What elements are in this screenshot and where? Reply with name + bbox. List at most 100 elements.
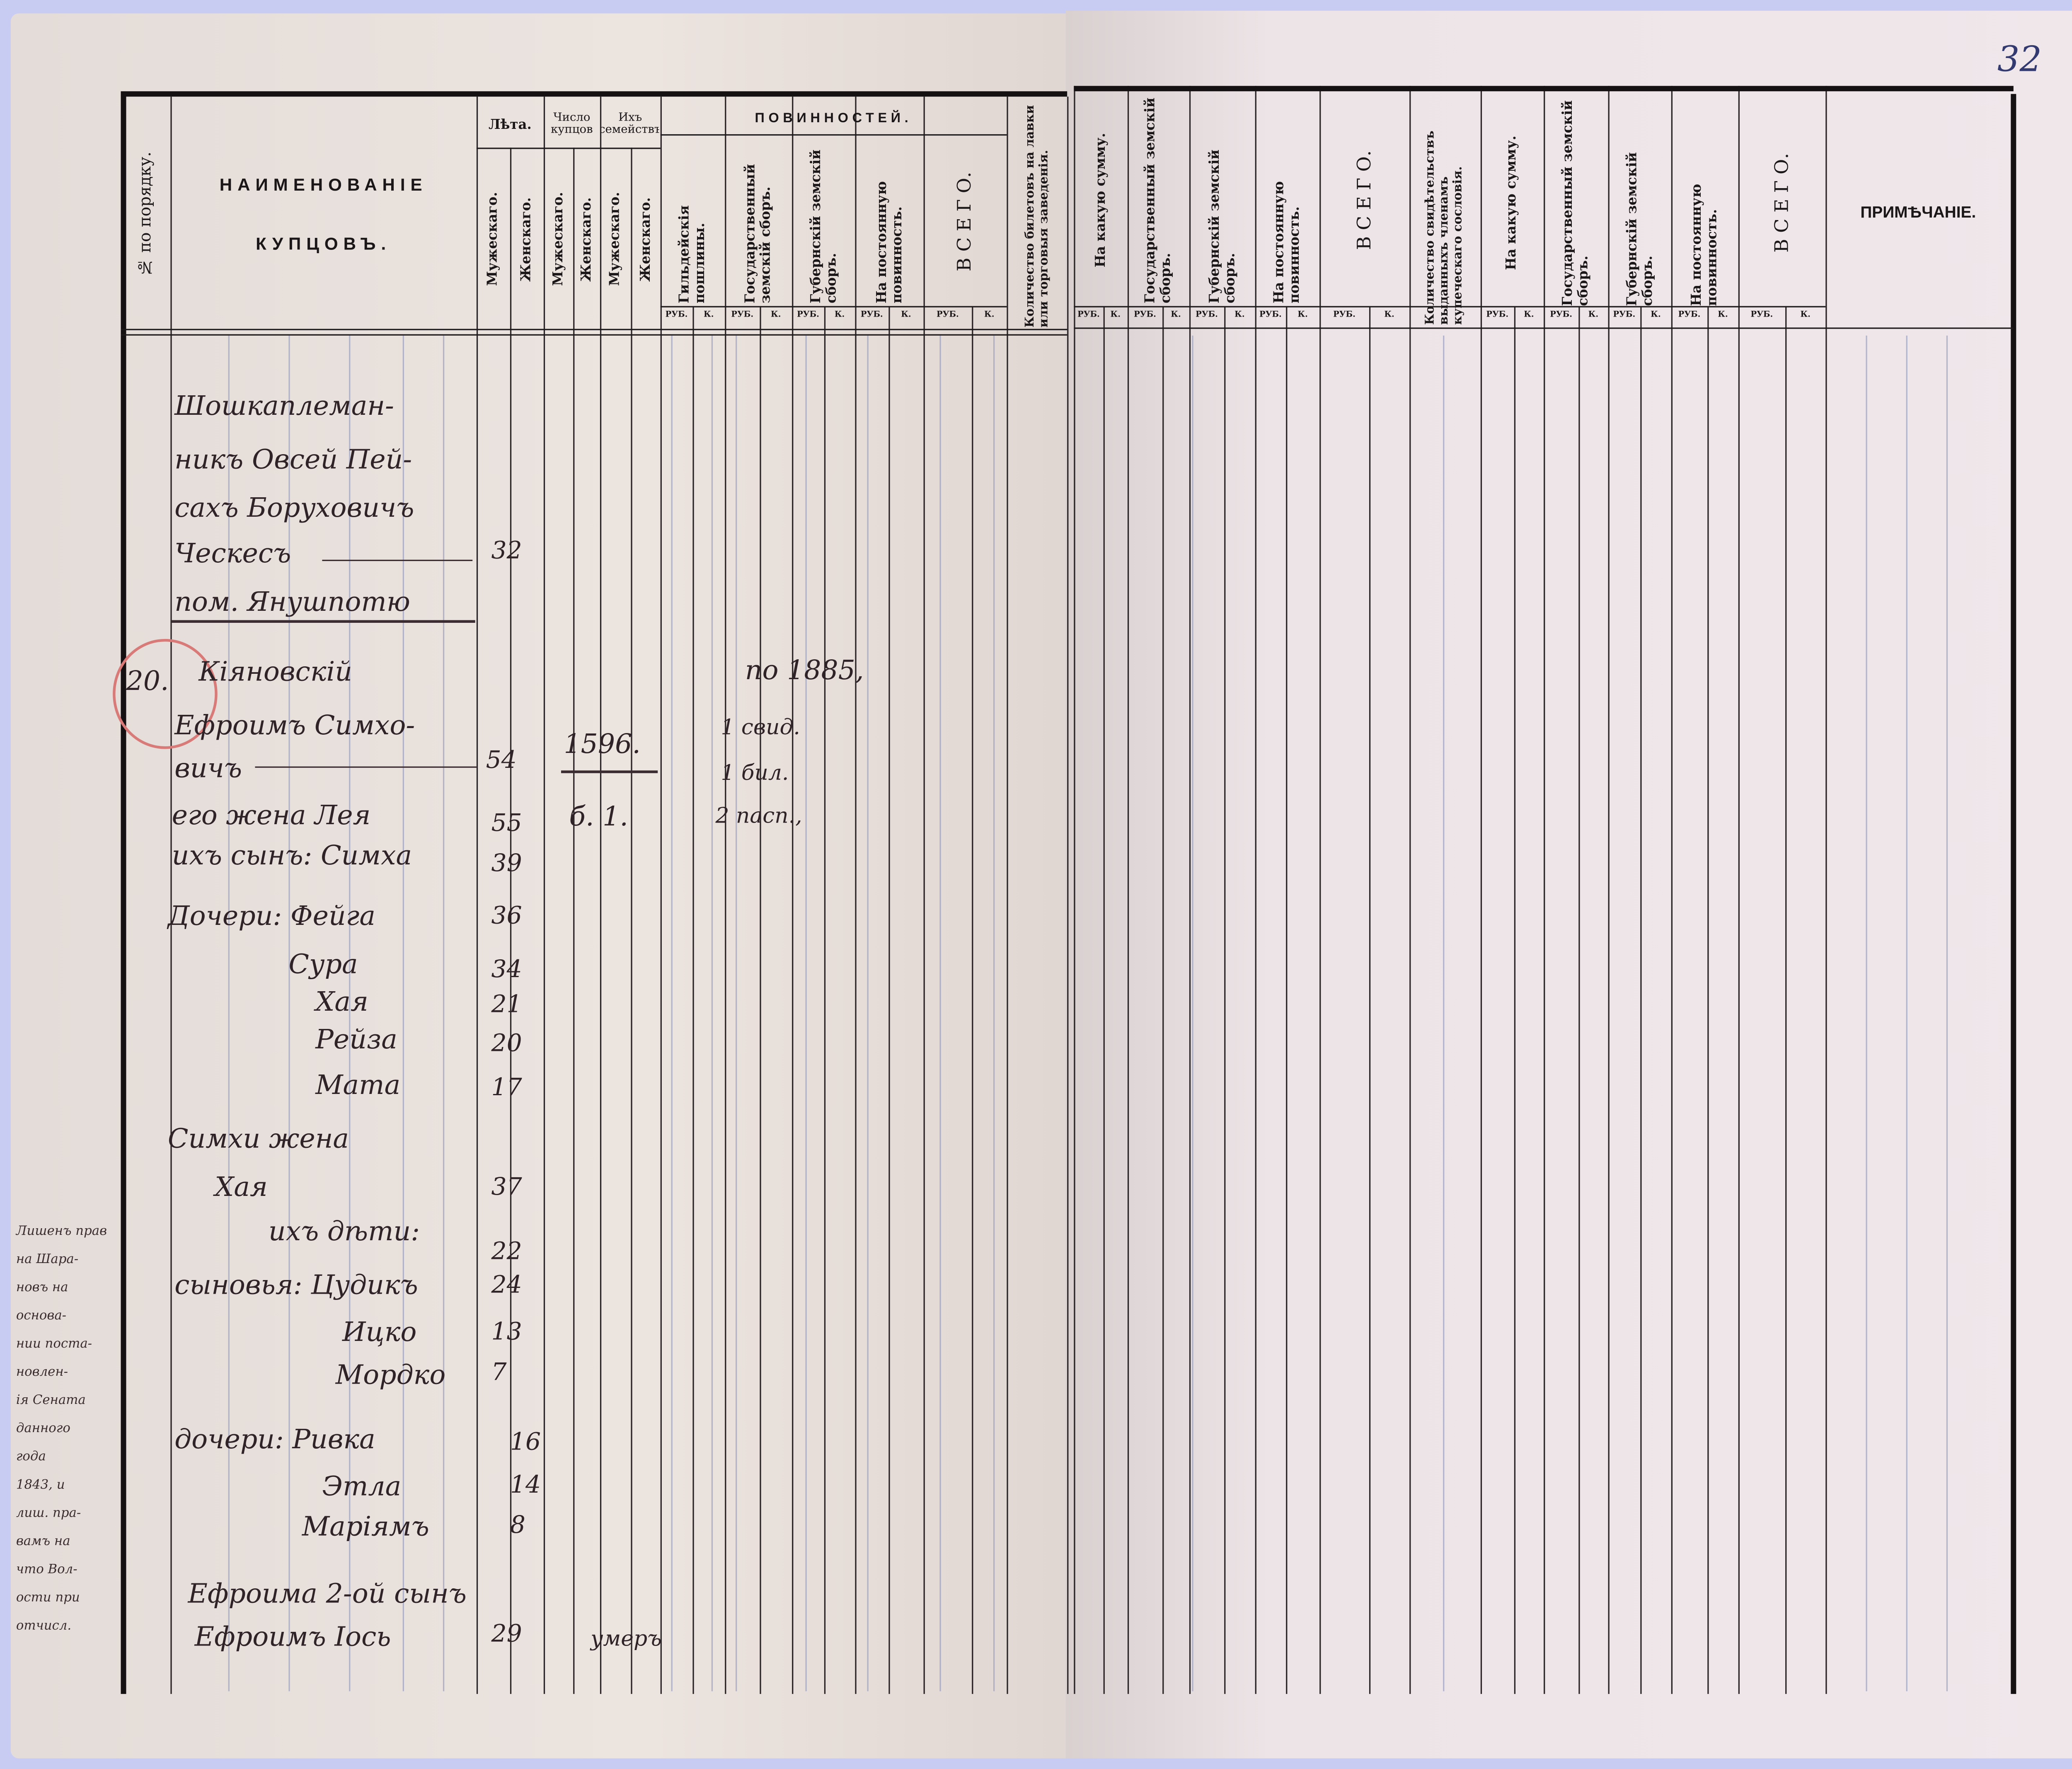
header-duties: ПОВИННОСТЕЙ.	[755, 111, 913, 126]
header-r-permanent-duty2: На постоянную повинность.	[1690, 184, 1721, 306]
kop-label: К.	[834, 310, 845, 319]
column-rule	[1067, 97, 1069, 1694]
family-member-age: 13	[491, 1318, 522, 1346]
header-count-female: Женскаго.	[579, 196, 595, 281]
header-r-provincial-levy2: Губернскій земскій сборъ.	[1625, 152, 1655, 306]
column-rule	[1866, 335, 1867, 1692]
column-rule	[1192, 335, 1193, 1692]
kop-label: К.	[704, 310, 714, 319]
rub-label: РУБ.	[1613, 310, 1636, 319]
family-member-age: 39	[491, 849, 522, 878]
column-rule	[805, 335, 807, 1692]
kop-label: К.	[1651, 310, 1661, 319]
rub-label: РУБ.	[665, 310, 688, 319]
right-page	[1065, 10, 2072, 1759]
row-rule	[121, 91, 1067, 97]
family-member-age: 36	[491, 902, 522, 930]
column-rule	[660, 97, 662, 1694]
rub-label: РУБ.	[936, 310, 959, 319]
family-member-name: ихъ сынъ: Симха	[172, 839, 412, 871]
kop-label: К.	[1588, 310, 1599, 319]
column-rule	[1224, 306, 1226, 1694]
kop-label: К.	[1384, 310, 1394, 319]
entry-name-line: вичъ	[174, 751, 242, 784]
column-rule	[1578, 306, 1580, 1694]
red-circle-mark	[113, 639, 218, 749]
header-years-female: Женскаго.	[520, 196, 535, 281]
column-rule	[443, 335, 445, 1692]
column-rule	[725, 97, 726, 1694]
header-r-total: В С Е Г О.	[1354, 150, 1376, 250]
row-rule	[1074, 327, 2014, 329]
kop-label: К.	[1718, 310, 1728, 319]
header-families: Ихъ семействъ	[601, 111, 659, 137]
column-rule	[288, 335, 290, 1692]
entry-name-line: Кіяновскій	[198, 655, 352, 687]
column-rule	[1286, 306, 1288, 1694]
family-member-name: его жена Лея	[172, 799, 371, 831]
column-rule	[1738, 86, 1740, 1694]
header-family-female: Женскаго.	[639, 196, 654, 281]
column-rule	[792, 97, 794, 1694]
row-rule	[476, 148, 661, 149]
family-member-age: 55	[491, 809, 522, 838]
document-count: 1 бил.	[721, 760, 789, 785]
column-rule	[867, 335, 869, 1692]
column-rule	[1946, 335, 1948, 1692]
row-rule	[121, 329, 1067, 330]
margin-note-line: нии поста-	[16, 1337, 92, 1352]
column-rule	[402, 335, 404, 1692]
left-page	[10, 13, 1066, 1759]
kop-label: К.	[1171, 310, 1181, 319]
document-count: 2 пасп.,	[715, 803, 802, 828]
entry-age: 54	[486, 746, 517, 775]
column-rule	[824, 306, 826, 1694]
family-member-name: Ицко	[342, 1315, 417, 1348]
entry-name-line: никъ Овсей Пей-	[174, 443, 412, 475]
header-r-certificates: Количество свидѣтельствъ выданныхъ члена…	[1425, 131, 1466, 325]
margin-note-line: новлен-	[16, 1365, 68, 1380]
margin-note-line: что Вол-	[16, 1562, 77, 1578]
rub-label: РУБ.	[731, 310, 754, 319]
guild-sub: б. 1.	[569, 800, 628, 832]
header-order-no: № по порядку.	[136, 152, 155, 278]
kop-label: К.	[901, 310, 911, 319]
margin-note-line: новъ на	[16, 1280, 68, 1295]
column-rule	[349, 335, 351, 1692]
family-member-name: Мордко	[335, 1358, 446, 1391]
family-member-age: 34	[491, 956, 522, 984]
family-member-age: 14	[510, 1471, 541, 1500]
rub-label: РУБ.	[860, 310, 883, 319]
header-r-total2: В С Е Г О.	[1772, 152, 1794, 253]
entry-name-line: сахъ Борyховичъ	[174, 491, 414, 524]
row-rule	[1074, 86, 2014, 92]
header-guild-fees: Гильдейскія пошлины.	[678, 205, 708, 304]
column-rule	[510, 148, 512, 1694]
rub-label: РУБ.	[1134, 310, 1156, 319]
column-rule	[760, 306, 761, 1694]
column-rule	[1443, 335, 1445, 1692]
header-r-sum2: На какую сумму.	[1505, 135, 1520, 270]
row-rule	[1074, 306, 1826, 307]
family-member-age: 8	[510, 1511, 525, 1540]
kop-label: К.	[1110, 310, 1121, 319]
column-rule	[543, 97, 545, 1694]
column-rule	[1608, 86, 1610, 1694]
column-rule	[671, 335, 673, 1692]
row-rule	[660, 134, 1007, 136]
family-member-name: Ефроимъ Іось	[194, 1620, 391, 1653]
tax-year: по 1885,	[745, 653, 864, 686]
margin-note-line: лиш. пра-	[16, 1506, 81, 1521]
family-member-name: дочери: Ривка	[174, 1423, 375, 1455]
column-rule	[1255, 86, 1256, 1694]
family-member-name: Мата	[315, 1068, 401, 1101]
column-rule	[170, 97, 172, 1694]
margin-note-line: вамъ на	[16, 1534, 70, 1549]
header-r-state-levy: Государственный земскій сборъ.	[1143, 97, 1174, 304]
family-member-age: 16	[510, 1428, 541, 1457]
column-rule	[1103, 306, 1105, 1694]
column-rule	[888, 306, 890, 1694]
header-merchant-name: НАИМЕНОВАНІЕ КУПЦОВЪ.	[219, 174, 428, 254]
family-member-name: Хая	[215, 1170, 268, 1203]
column-rule	[1162, 306, 1164, 1694]
